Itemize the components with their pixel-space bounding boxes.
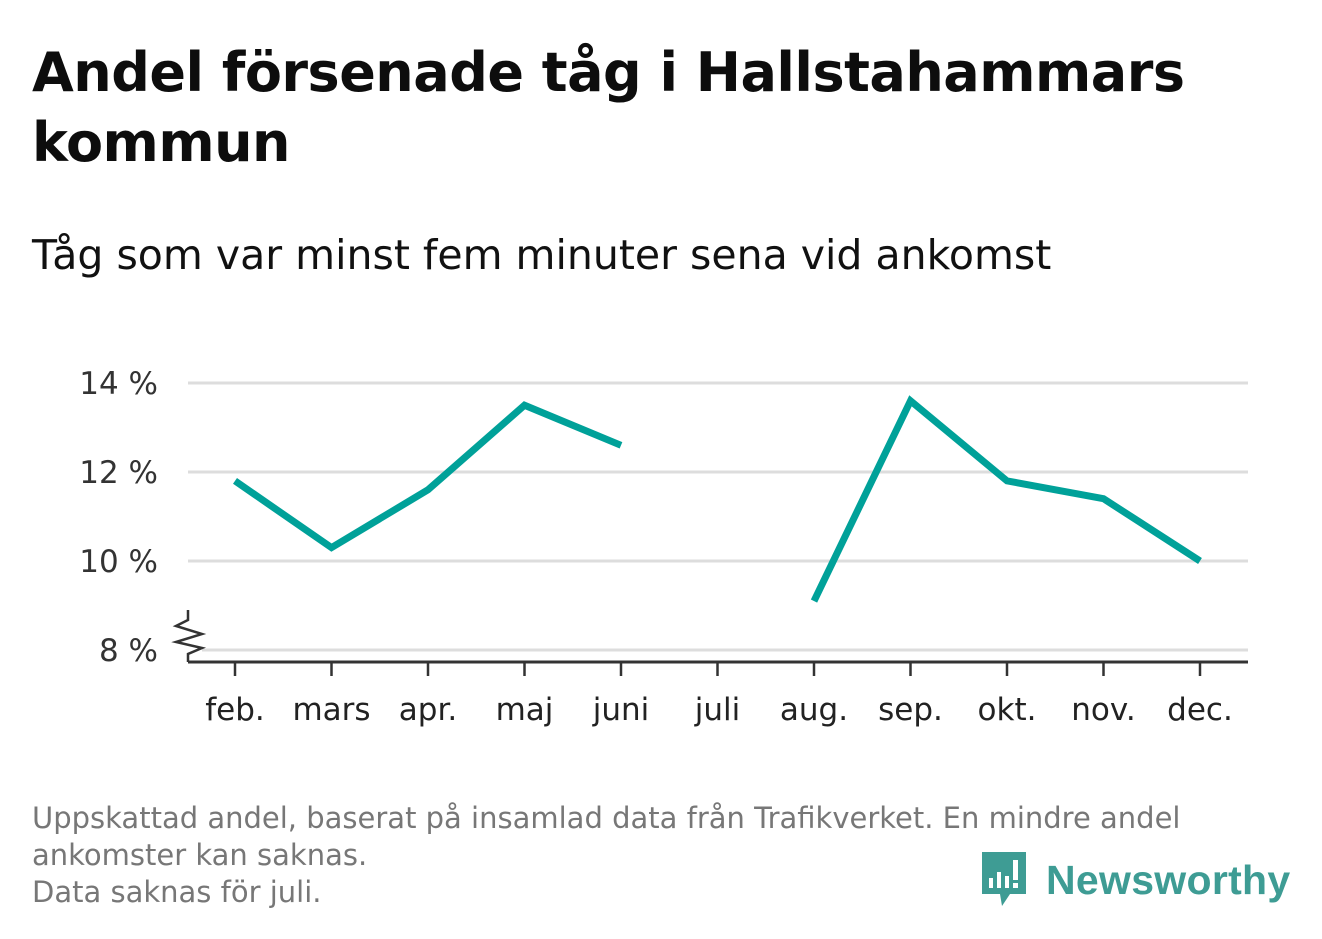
x-tick-label: maj bbox=[496, 692, 554, 728]
gridlines bbox=[188, 381, 1248, 652]
x-tick-label: sep. bbox=[878, 692, 943, 728]
y-tick-label: 8 % bbox=[99, 633, 158, 669]
footnote-line: ankomster kan saknas. bbox=[32, 838, 368, 872]
x-tick-label: dec. bbox=[1167, 692, 1233, 728]
chart-title: Andel försenade tåg i Hallstahammars kom… bbox=[32, 41, 1185, 174]
y-tick-label: 10 % bbox=[79, 544, 158, 580]
x-tick-label: mars bbox=[292, 692, 370, 728]
series-line bbox=[233, 401, 623, 552]
x-axis-ticks: feb. mars apr. maj juni juli aug. sep. okt. nov. d… bbox=[205, 662, 1233, 728]
y-tick-label: 12 % bbox=[79, 455, 158, 491]
x-tick-label: juli bbox=[694, 692, 741, 728]
brand-name: Newsworthy bbox=[1046, 856, 1291, 903]
y-tick-label: 14 % bbox=[79, 366, 158, 402]
x-tick-label: okt. bbox=[978, 692, 1037, 728]
newsworthy-logo[interactable]: Newsworthy bbox=[980, 850, 1291, 910]
y-axis-ticks: 8 % 10 % 12 % 14 % bbox=[79, 366, 158, 669]
data-series bbox=[233, 395, 1202, 603]
chart-subtitle: Tåg som var minst fem minuter sena vid a… bbox=[32, 231, 1052, 279]
footnote-line: Data saknas för juli. bbox=[32, 875, 322, 909]
y-axis-break-icon bbox=[171, 610, 207, 662]
line-chart: 8 % 10 % 12 % 14 % feb. mars apr. maj juni juli a… bbox=[79, 366, 1248, 728]
x-tick-label: juni bbox=[592, 692, 650, 728]
x-tick-label: apr. bbox=[399, 692, 457, 728]
x-tick-label: aug. bbox=[780, 692, 848, 728]
newsworthy-bars-icon bbox=[982, 852, 1026, 906]
footnote-line: Uppskattad andel, baserat på insamlad da… bbox=[32, 801, 1181, 835]
footnote: Uppskattad andel, baserat på insamlad da… bbox=[32, 800, 1282, 911]
x-tick-label: nov. bbox=[1071, 692, 1135, 728]
series-line bbox=[810, 395, 1202, 603]
x-tick-label: feb. bbox=[205, 692, 265, 728]
